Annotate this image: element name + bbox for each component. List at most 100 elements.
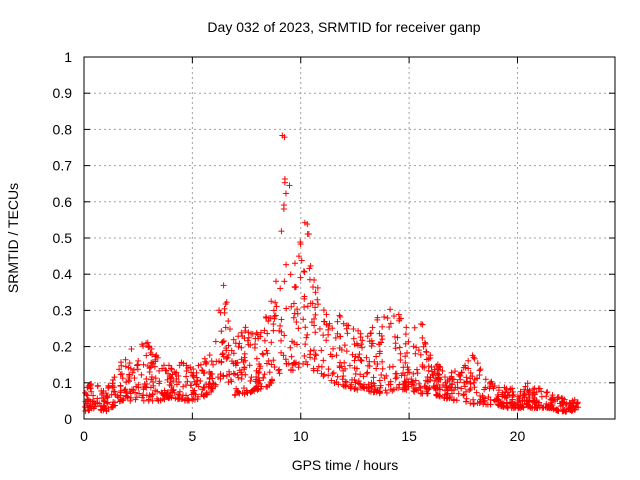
data-point xyxy=(411,324,418,331)
data-point xyxy=(414,370,421,377)
y-tick-label: 1 xyxy=(64,49,72,65)
data-point xyxy=(396,344,403,351)
data-point xyxy=(428,368,435,375)
data-point xyxy=(392,340,399,347)
data-point xyxy=(220,282,227,289)
data-point xyxy=(183,382,190,389)
data-point xyxy=(140,397,147,404)
data-point xyxy=(507,385,514,392)
data-point xyxy=(358,357,365,364)
data-point xyxy=(345,322,352,329)
data-point xyxy=(297,274,304,281)
data-point xyxy=(366,388,373,395)
data-point xyxy=(125,364,132,371)
data-point xyxy=(381,375,388,382)
data-point xyxy=(116,398,123,405)
data-point xyxy=(436,374,443,381)
data-point xyxy=(408,376,415,383)
data-point xyxy=(301,304,308,311)
data-point xyxy=(383,389,390,396)
data-point xyxy=(436,363,443,370)
data-point xyxy=(455,390,462,397)
data-point xyxy=(352,379,359,386)
data-point xyxy=(561,407,568,414)
data-point xyxy=(184,395,191,402)
data-point xyxy=(290,300,297,307)
data-point xyxy=(337,313,344,320)
data-point xyxy=(523,401,530,408)
data-point xyxy=(152,358,159,365)
data-point xyxy=(531,404,538,411)
data-point xyxy=(89,400,96,407)
data-point xyxy=(328,377,335,384)
data-point xyxy=(419,390,426,397)
data-point xyxy=(261,337,268,344)
data-point xyxy=(369,324,376,331)
data-point xyxy=(574,400,581,407)
data-point xyxy=(192,391,199,398)
data-point xyxy=(337,333,344,340)
data-point xyxy=(202,358,209,365)
data-point xyxy=(312,329,319,336)
data-point xyxy=(218,328,225,335)
data-point xyxy=(359,344,366,351)
data-point xyxy=(82,408,89,415)
data-point xyxy=(224,354,231,361)
data-point xyxy=(351,341,358,348)
data-point xyxy=(173,375,180,382)
data-point xyxy=(132,396,139,403)
data-point xyxy=(436,386,443,393)
data-point xyxy=(118,370,125,377)
data-point xyxy=(405,366,412,373)
data-point xyxy=(522,383,529,390)
x-tick-label: 20 xyxy=(510,428,526,444)
data-point xyxy=(355,378,362,385)
data-point xyxy=(96,400,103,407)
data-point xyxy=(143,375,150,382)
data-point xyxy=(370,374,377,381)
data-point xyxy=(568,402,575,409)
data-point xyxy=(393,384,400,391)
data-point xyxy=(148,376,155,383)
data-point xyxy=(521,391,528,398)
data-point xyxy=(300,268,307,275)
data-point xyxy=(378,371,385,378)
data-point xyxy=(410,387,417,394)
data-point xyxy=(519,403,526,410)
data-point xyxy=(431,377,438,384)
data-point xyxy=(278,228,285,235)
data-point xyxy=(517,388,524,395)
data-point xyxy=(312,351,319,358)
data-point xyxy=(387,306,394,313)
data-point xyxy=(340,373,347,380)
data-point xyxy=(88,388,95,395)
data-point xyxy=(421,339,428,346)
data-point xyxy=(185,396,192,403)
data-point xyxy=(321,371,328,378)
data-point xyxy=(110,403,117,410)
data-point xyxy=(143,384,150,391)
data-point xyxy=(164,376,171,383)
data-point xyxy=(128,346,135,353)
data-point xyxy=(494,395,501,402)
data-point xyxy=(130,366,137,373)
data-point xyxy=(207,370,214,377)
data-point xyxy=(458,369,465,376)
data-point xyxy=(325,366,332,373)
x-tick-label: 10 xyxy=(293,428,309,444)
data-point xyxy=(386,324,393,331)
data-point xyxy=(481,397,488,404)
data-point xyxy=(183,362,190,369)
data-point xyxy=(122,386,129,393)
data-point xyxy=(339,376,346,383)
data-point xyxy=(246,362,253,369)
data-point xyxy=(327,351,334,358)
data-point xyxy=(441,394,448,401)
data-point xyxy=(245,341,252,348)
data-point xyxy=(191,387,198,394)
data-point xyxy=(136,390,143,397)
data-point xyxy=(230,336,237,343)
data-point xyxy=(193,381,200,388)
data-point xyxy=(330,369,337,376)
data-point xyxy=(135,357,142,364)
